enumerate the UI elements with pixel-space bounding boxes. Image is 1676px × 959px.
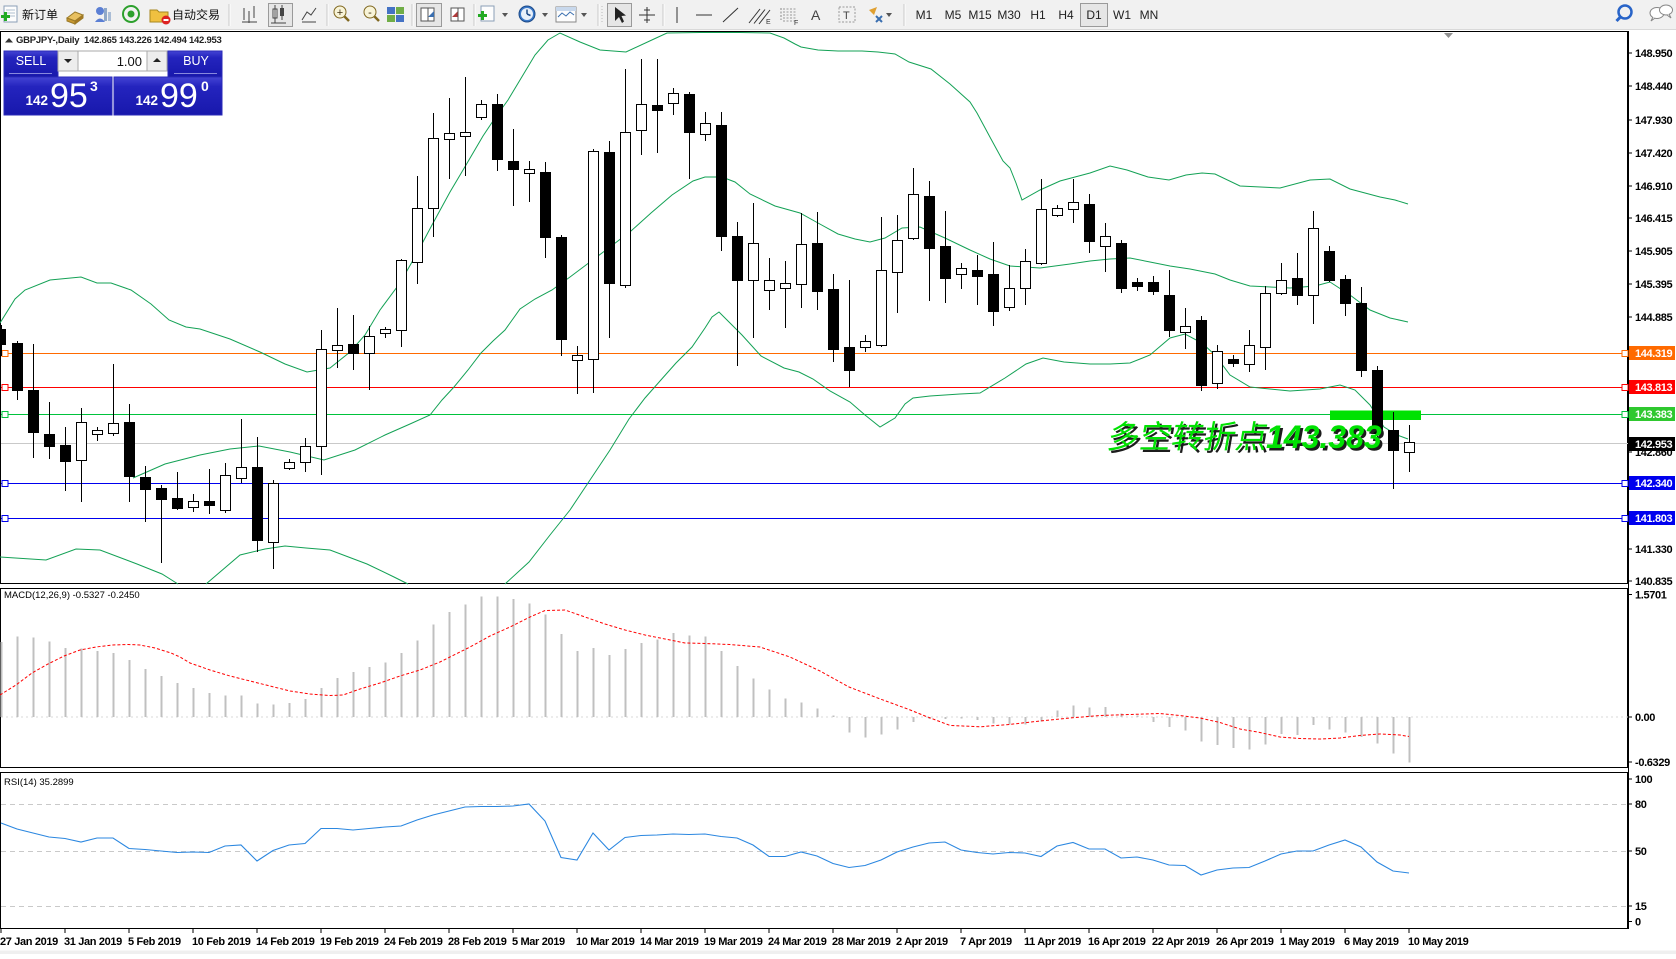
svg-text:T: T	[843, 10, 850, 22]
svg-text:1.00: 1.00	[117, 54, 142, 69]
svg-text:143.383: 143.383	[1635, 409, 1673, 421]
svg-text:0: 0	[201, 78, 209, 94]
svg-text:22 Apr 2019: 22 Apr 2019	[1152, 936, 1210, 948]
svg-text:5 Feb 2019: 5 Feb 2019	[128, 936, 181, 948]
svg-text:A: A	[811, 7, 821, 23]
svg-text:E: E	[766, 19, 771, 26]
svg-text:7 Apr 2019: 7 Apr 2019	[960, 936, 1012, 948]
svg-text:143.813: 143.813	[1635, 382, 1673, 394]
svg-text:146.415: 146.415	[1635, 213, 1673, 225]
svg-text:1 May 2019: 1 May 2019	[1280, 936, 1335, 948]
svg-text:143.383: 143.383	[1266, 419, 1382, 455]
svg-text:24 Feb 2019: 24 Feb 2019	[384, 936, 443, 948]
svg-text:5 Mar 2019: 5 Mar 2019	[512, 936, 565, 948]
svg-text:147.420: 147.420	[1635, 148, 1673, 160]
svg-text:19 Mar 2019: 19 Mar 2019	[704, 936, 763, 948]
svg-text:6 May 2019: 6 May 2019	[1344, 936, 1399, 948]
svg-text:140.835: 140.835	[1635, 576, 1673, 588]
svg-text:80: 80	[1635, 799, 1647, 811]
svg-text:2 Apr 2019: 2 Apr 2019	[896, 936, 948, 948]
svg-text:143.383: 143.383	[1269, 422, 1385, 458]
svg-text:50: 50	[1635, 846, 1647, 858]
svg-text:-: -	[368, 7, 372, 19]
svg-text:M30: M30	[997, 8, 1021, 22]
svg-text:28 Mar 2019: 28 Mar 2019	[832, 936, 891, 948]
svg-text:14 Feb 2019: 14 Feb 2019	[256, 936, 315, 948]
svg-text:31 Jan 2019: 31 Jan 2019	[64, 936, 122, 948]
svg-text:142.953: 142.953	[1635, 439, 1673, 451]
svg-text:H4: H4	[1058, 8, 1074, 22]
svg-text:MACD(12,26,9) -0.5327 -0.2450: MACD(12,26,9) -0.5327 -0.2450	[4, 590, 140, 601]
svg-text:141.330: 141.330	[1635, 544, 1673, 556]
svg-text:M5: M5	[945, 8, 962, 22]
svg-text:0.00: 0.00	[1635, 712, 1655, 724]
svg-text:10 Mar 2019: 10 Mar 2019	[576, 936, 635, 948]
svg-text:144.885: 144.885	[1635, 312, 1673, 324]
svg-text:16 Apr 2019: 16 Apr 2019	[1088, 936, 1146, 948]
svg-text:144.319: 144.319	[1635, 348, 1673, 360]
svg-text:147.930: 147.930	[1635, 115, 1673, 127]
svg-text:24 Mar 2019: 24 Mar 2019	[768, 936, 827, 948]
svg-text:H1: H1	[1030, 8, 1046, 22]
svg-text:3: 3	[90, 78, 98, 94]
svg-text:146.910: 146.910	[1635, 181, 1673, 193]
svg-text:F: F	[794, 20, 798, 27]
svg-text:1.5701: 1.5701	[1635, 590, 1667, 602]
svg-text:15: 15	[1635, 901, 1647, 913]
svg-text:142.340: 142.340	[1635, 478, 1673, 490]
svg-text:D1: D1	[1086, 8, 1102, 22]
svg-text:SELL: SELL	[16, 54, 47, 68]
svg-text:14 Mar 2019: 14 Mar 2019	[640, 936, 699, 948]
svg-text:28 Feb 2019: 28 Feb 2019	[448, 936, 507, 948]
svg-text:GBPJPY-,Daily 142.865 143.226: GBPJPY-,Daily 142.865 143.226 142.494 14…	[16, 35, 222, 46]
svg-text:27 Jan 2019: 27 Jan 2019	[0, 936, 58, 948]
svg-text:BUY: BUY	[183, 54, 209, 68]
svg-text:10 May 2019: 10 May 2019	[1408, 936, 1469, 948]
svg-text:26 Apr 2019: 26 Apr 2019	[1216, 936, 1274, 948]
svg-text:142: 142	[135, 93, 158, 108]
svg-text:145.905: 145.905	[1635, 246, 1673, 258]
svg-text:19 Feb 2019: 19 Feb 2019	[320, 936, 379, 948]
svg-text:11 Apr 2019: 11 Apr 2019	[1024, 936, 1081, 948]
svg-text:99: 99	[160, 77, 198, 115]
svg-text:MN: MN	[1140, 8, 1159, 22]
svg-text:W1: W1	[1113, 8, 1131, 22]
svg-text:95: 95	[50, 77, 88, 115]
svg-text:+: +	[337, 7, 343, 19]
svg-text:100: 100	[1635, 774, 1653, 786]
svg-text:148.950: 148.950	[1635, 48, 1673, 60]
svg-text:M15: M15	[968, 8, 992, 22]
svg-text:RSI(14) 35.2899: RSI(14) 35.2899	[4, 777, 74, 788]
svg-text:141.803: 141.803	[1635, 513, 1673, 525]
svg-text:148.440: 148.440	[1635, 81, 1673, 93]
svg-text:142: 142	[25, 93, 48, 108]
svg-text:-0.6329: -0.6329	[1635, 757, 1670, 769]
svg-text:M1: M1	[916, 8, 933, 22]
svg-text:10 Feb 2019: 10 Feb 2019	[192, 936, 251, 948]
svg-text:0: 0	[1635, 917, 1641, 929]
svg-text:145.395: 145.395	[1635, 279, 1673, 291]
